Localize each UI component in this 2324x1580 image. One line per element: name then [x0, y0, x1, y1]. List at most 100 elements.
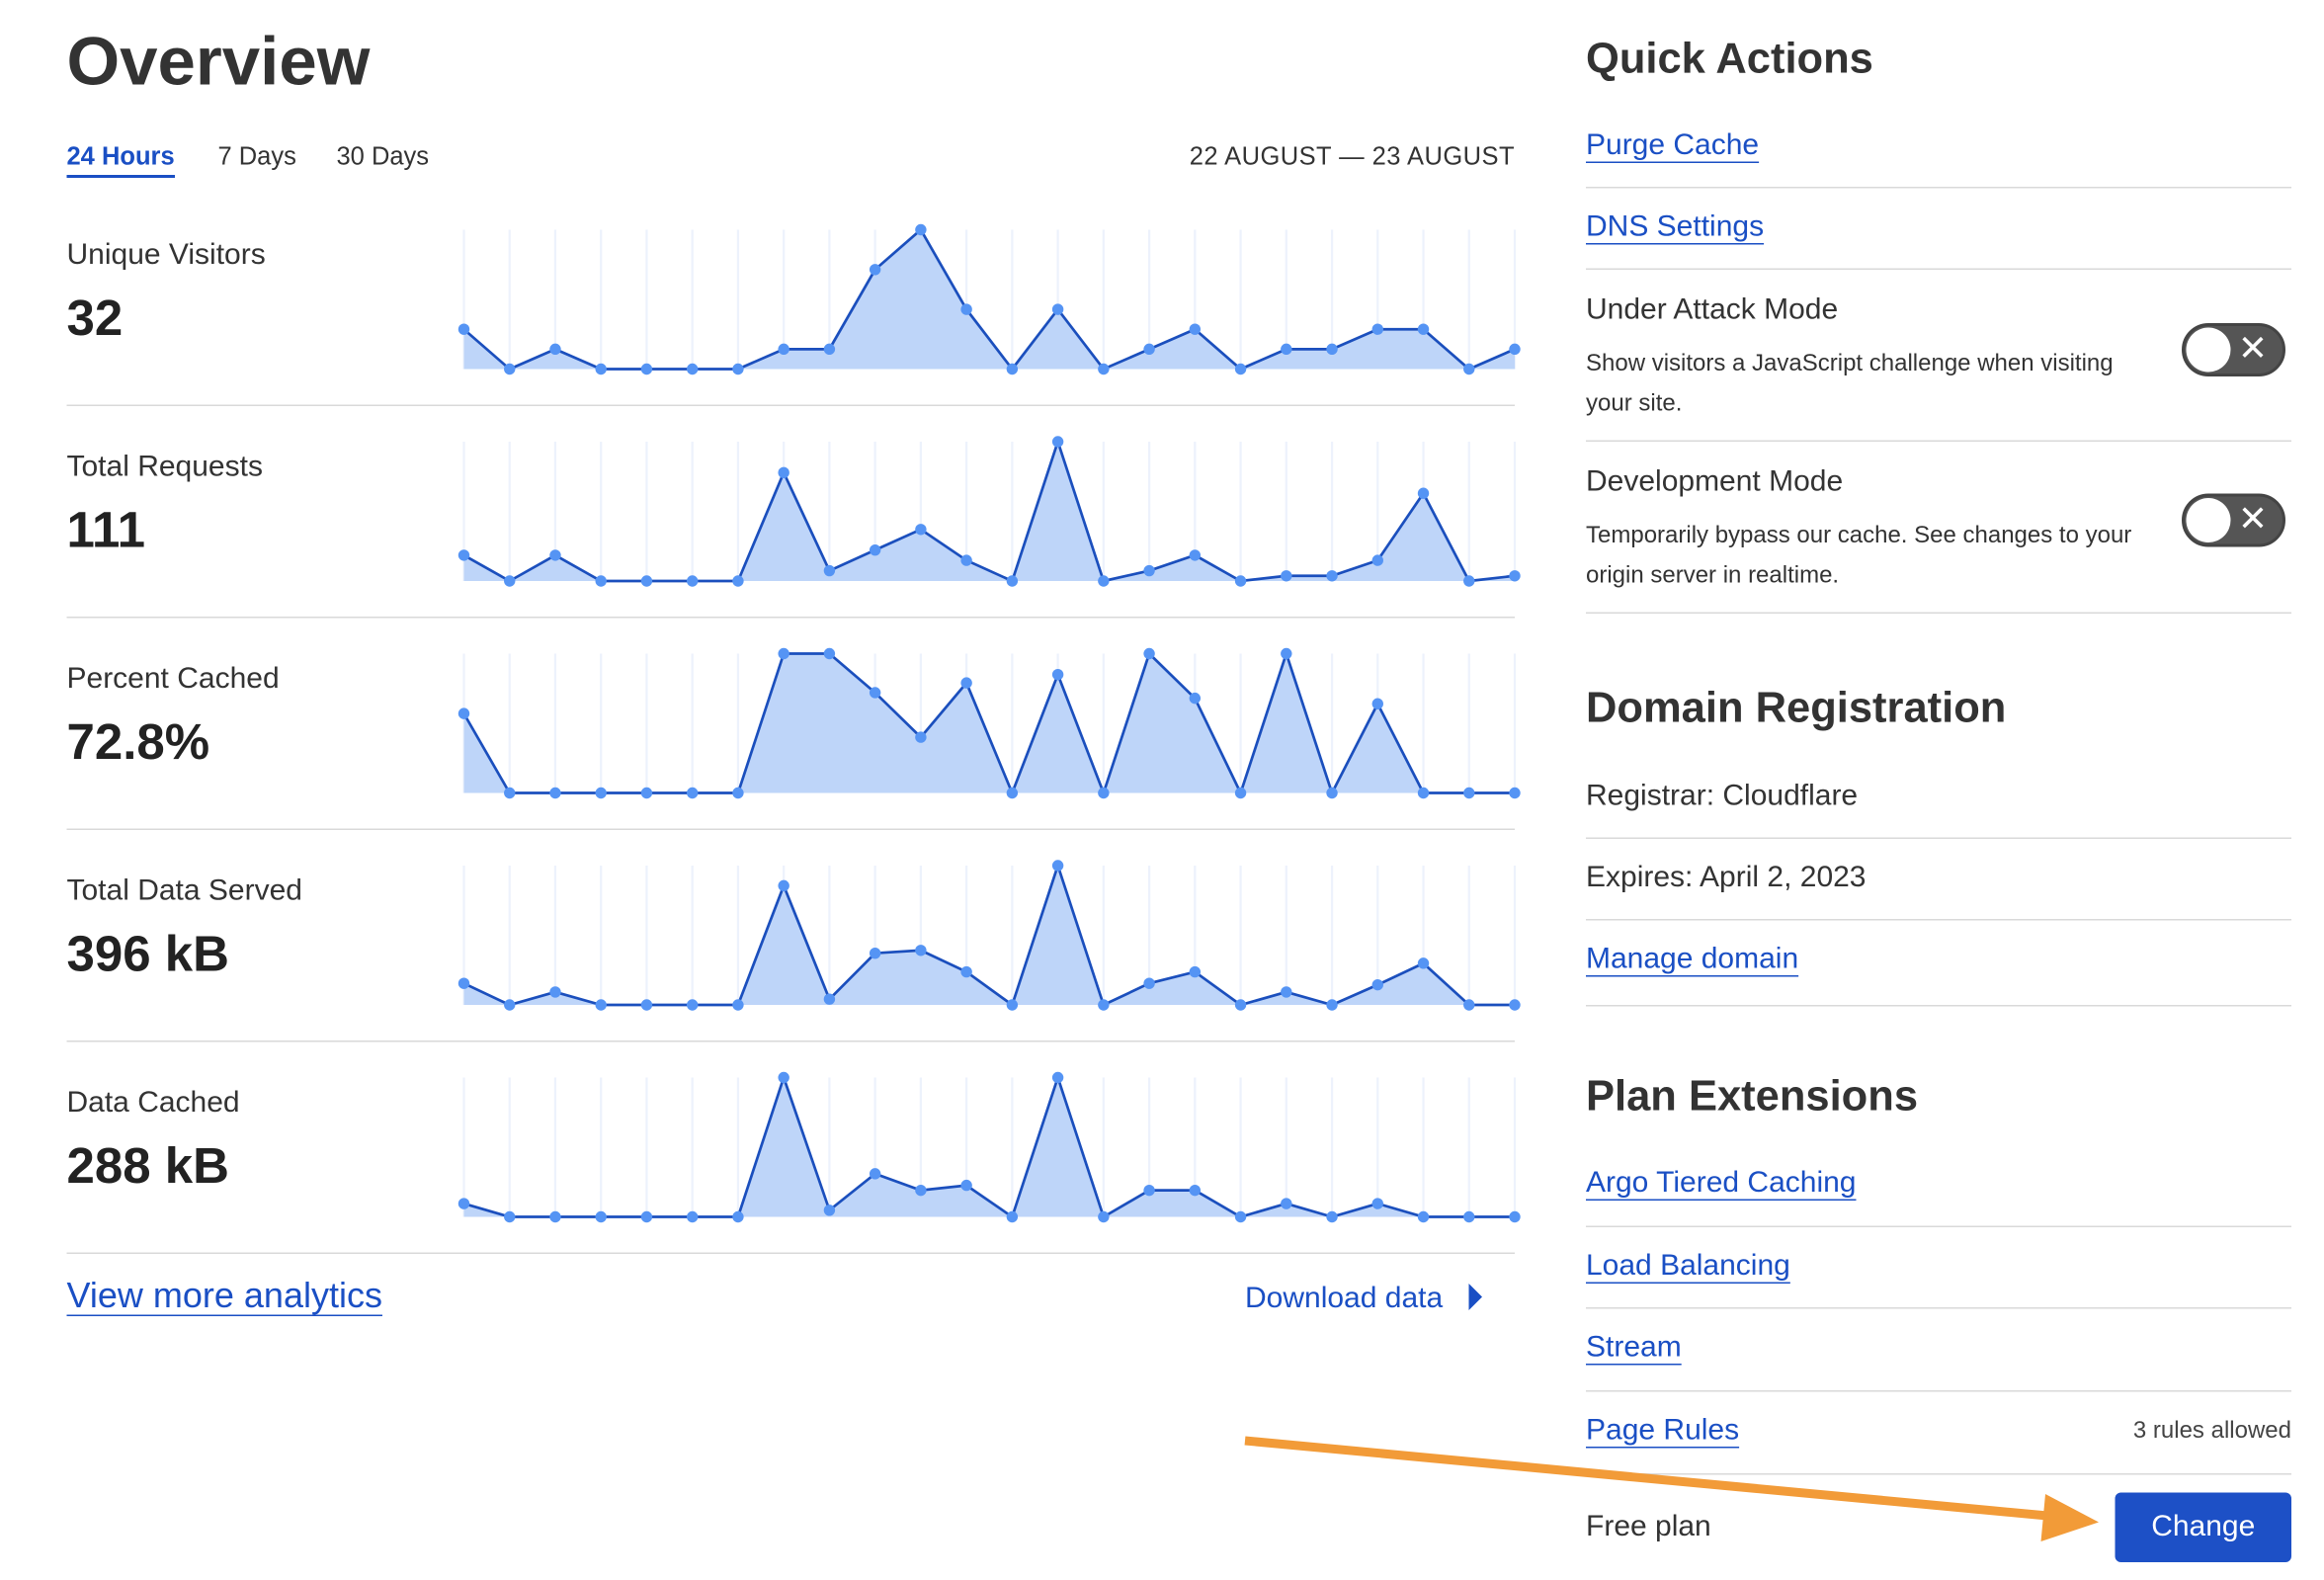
- data-point[interactable]: [778, 343, 789, 356]
- data-point[interactable]: [457, 549, 470, 561]
- data-point[interactable]: [778, 879, 789, 892]
- data-point[interactable]: [869, 543, 881, 556]
- data-point[interactable]: [595, 575, 607, 587]
- manage-domain-link[interactable]: Manage domain: [1586, 943, 1799, 975]
- data-point[interactable]: [1371, 1198, 1383, 1209]
- data-point[interactable]: [1006, 575, 1019, 587]
- data-point[interactable]: [1326, 1210, 1338, 1223]
- data-point[interactable]: [1143, 1184, 1155, 1197]
- data-point[interactable]: [1463, 575, 1475, 587]
- data-point[interactable]: [1189, 323, 1202, 335]
- view-more-analytics-link[interactable]: View more analytics: [66, 1276, 382, 1317]
- data-point[interactable]: [1143, 564, 1155, 577]
- data-point[interactable]: [960, 1179, 972, 1192]
- data-point[interactable]: [732, 363, 744, 375]
- data-point[interactable]: [869, 1168, 881, 1180]
- data-point[interactable]: [915, 223, 927, 236]
- data-point[interactable]: [1509, 570, 1521, 582]
- data-point[interactable]: [869, 264, 881, 276]
- data-point[interactable]: [1281, 343, 1292, 356]
- data-point[interactable]: [1098, 999, 1110, 1011]
- data-point[interactable]: [1371, 698, 1383, 709]
- data-point[interactable]: [823, 564, 836, 577]
- data-point[interactable]: [960, 677, 972, 689]
- data-point[interactable]: [1417, 957, 1430, 969]
- data-point[interactable]: [1463, 363, 1475, 375]
- dev-mode-toggle[interactable]: ✕: [2182, 493, 2285, 547]
- data-point[interactable]: [686, 787, 699, 799]
- data-point[interactable]: [549, 1210, 561, 1223]
- under-attack-toggle[interactable]: ✕: [2182, 323, 2285, 376]
- data-point[interactable]: [915, 945, 927, 956]
- data-point[interactable]: [1509, 999, 1521, 1011]
- data-point[interactable]: [1234, 575, 1247, 587]
- data-point[interactable]: [1326, 343, 1338, 356]
- data-point[interactable]: [1189, 965, 1202, 978]
- change-plan-button[interactable]: Change: [2115, 1492, 2291, 1562]
- data-point[interactable]: [869, 687, 881, 699]
- data-point[interactable]: [1006, 1210, 1019, 1223]
- data-point[interactable]: [1234, 787, 1247, 799]
- download-data-button[interactable]: Download data: [1245, 1283, 1482, 1317]
- data-point[interactable]: [504, 999, 516, 1011]
- data-point[interactable]: [1051, 668, 1064, 681]
- data-point[interactable]: [504, 575, 516, 587]
- data-point[interactable]: [1189, 1184, 1202, 1197]
- data-point[interactable]: [640, 787, 653, 799]
- data-point[interactable]: [823, 647, 836, 660]
- data-point[interactable]: [778, 466, 789, 479]
- data-point[interactable]: [1143, 977, 1155, 989]
- data-point[interactable]: [549, 986, 561, 998]
- data-point[interactable]: [1051, 860, 1064, 872]
- data-point[interactable]: [1098, 1210, 1110, 1223]
- data-point[interactable]: [1417, 323, 1430, 335]
- data-point[interactable]: [1371, 978, 1383, 991]
- data-point[interactable]: [869, 947, 881, 959]
- data-point[interactable]: [1051, 436, 1064, 448]
- data-point[interactable]: [686, 1210, 699, 1223]
- data-point[interactable]: [549, 343, 561, 356]
- data-point[interactable]: [457, 707, 470, 719]
- data-point[interactable]: [1463, 787, 1475, 799]
- data-point[interactable]: [686, 999, 699, 1011]
- data-point[interactable]: [1417, 787, 1430, 799]
- data-point[interactable]: [1006, 787, 1019, 799]
- data-point[interactable]: [1417, 1210, 1430, 1223]
- data-point[interactable]: [1006, 363, 1019, 375]
- stream-link[interactable]: Stream: [1586, 1331, 1682, 1364]
- data-point[interactable]: [1051, 1071, 1064, 1084]
- data-point[interactable]: [960, 554, 972, 566]
- data-point[interactable]: [595, 363, 607, 375]
- data-point[interactable]: [1051, 303, 1064, 315]
- data-point[interactable]: [686, 363, 699, 375]
- data-point[interactable]: [1281, 570, 1292, 582]
- tab-7-days[interactable]: 7 Days: [217, 142, 296, 171]
- data-point[interactable]: [1281, 647, 1292, 660]
- data-point[interactable]: [1509, 1210, 1521, 1223]
- data-point[interactable]: [1281, 1198, 1292, 1209]
- data-point[interactable]: [915, 731, 927, 743]
- tab-30-days[interactable]: 30 Days: [336, 142, 430, 171]
- data-point[interactable]: [732, 575, 744, 587]
- page-rules-link[interactable]: Page Rules: [1586, 1414, 1740, 1447]
- data-point[interactable]: [1098, 575, 1110, 587]
- data-point[interactable]: [1326, 787, 1338, 799]
- data-point[interactable]: [1189, 692, 1202, 705]
- data-point[interactable]: [1234, 1210, 1247, 1223]
- data-point[interactable]: [1143, 647, 1155, 660]
- data-point[interactable]: [732, 1210, 744, 1223]
- data-point[interactable]: [595, 999, 607, 1011]
- data-point[interactable]: [823, 343, 836, 356]
- data-point[interactable]: [640, 363, 653, 375]
- data-point[interactable]: [1098, 787, 1110, 799]
- data-point[interactable]: [1189, 549, 1202, 561]
- data-point[interactable]: [640, 999, 653, 1011]
- tab-24-hours[interactable]: 24 Hours: [66, 142, 175, 178]
- data-point[interactable]: [1371, 554, 1383, 566]
- data-point[interactable]: [1371, 323, 1383, 335]
- data-point[interactable]: [457, 1198, 470, 1209]
- data-point[interactable]: [1509, 787, 1521, 799]
- data-point[interactable]: [1509, 343, 1521, 356]
- data-point[interactable]: [960, 303, 972, 315]
- data-point[interactable]: [1326, 999, 1338, 1011]
